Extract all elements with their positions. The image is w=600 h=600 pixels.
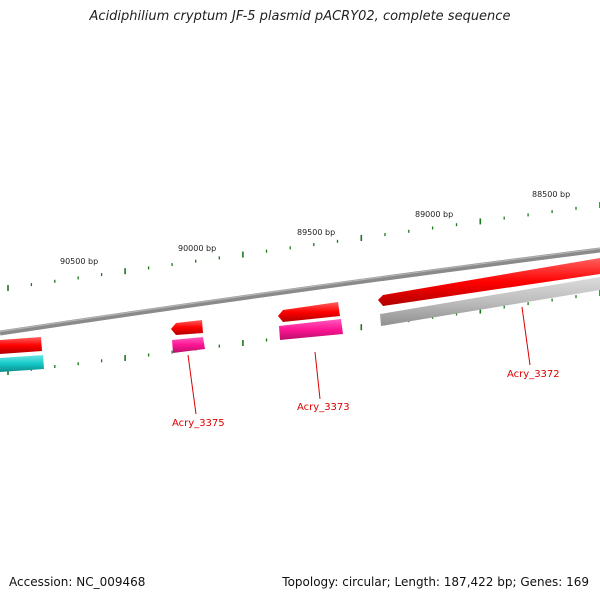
plasmid-backbone (0, 247, 600, 336)
gene-acry-3375-reverse[interactable] (172, 337, 205, 353)
gene-label-acry-3372[interactable]: Acry_3372 (507, 369, 560, 380)
topology-summary: Topology: circular; Length: 187,422 bp; … (282, 575, 589, 589)
gene-left-cyan[interactable] (0, 355, 44, 372)
map-title: Acidiphilium cryptum JF-5 plasmid pACRY0… (89, 9, 511, 24)
outer-scale-ticks (7, 202, 600, 291)
gene-left-red[interactable] (0, 337, 42, 354)
scale-label-89500: 89500 bp (297, 228, 335, 237)
scale-label-89000: 89000 bp (415, 210, 453, 219)
scale-label-88500: 88500 bp (532, 190, 570, 199)
leader-line-acry-3373 (314, 351, 321, 400)
gene-acry-3372-reverse[interactable] (380, 277, 600, 326)
plasmid-backbone-highlight (0, 247, 600, 333)
gene-acry-3373-reverse[interactable] (279, 319, 343, 340)
scale-label-90500: 90500 bp (60, 257, 98, 266)
gene-label-acry-3375[interactable]: Acry_3375 (172, 418, 225, 429)
gene-label-acry-3373[interactable]: Acry_3373 (297, 402, 350, 413)
scale-label-90000: 90000 bp (178, 244, 216, 253)
gene-acry-3373-forward[interactable] (278, 302, 340, 322)
leader-line-acry-3375 (187, 354, 197, 415)
accession-label: Accession: NC_009468 (9, 575, 146, 589)
leader-line-acry-3372 (521, 306, 531, 366)
gene-acry-3375-forward[interactable] (171, 320, 203, 335)
gene-acry-3372-forward[interactable] (378, 258, 600, 306)
